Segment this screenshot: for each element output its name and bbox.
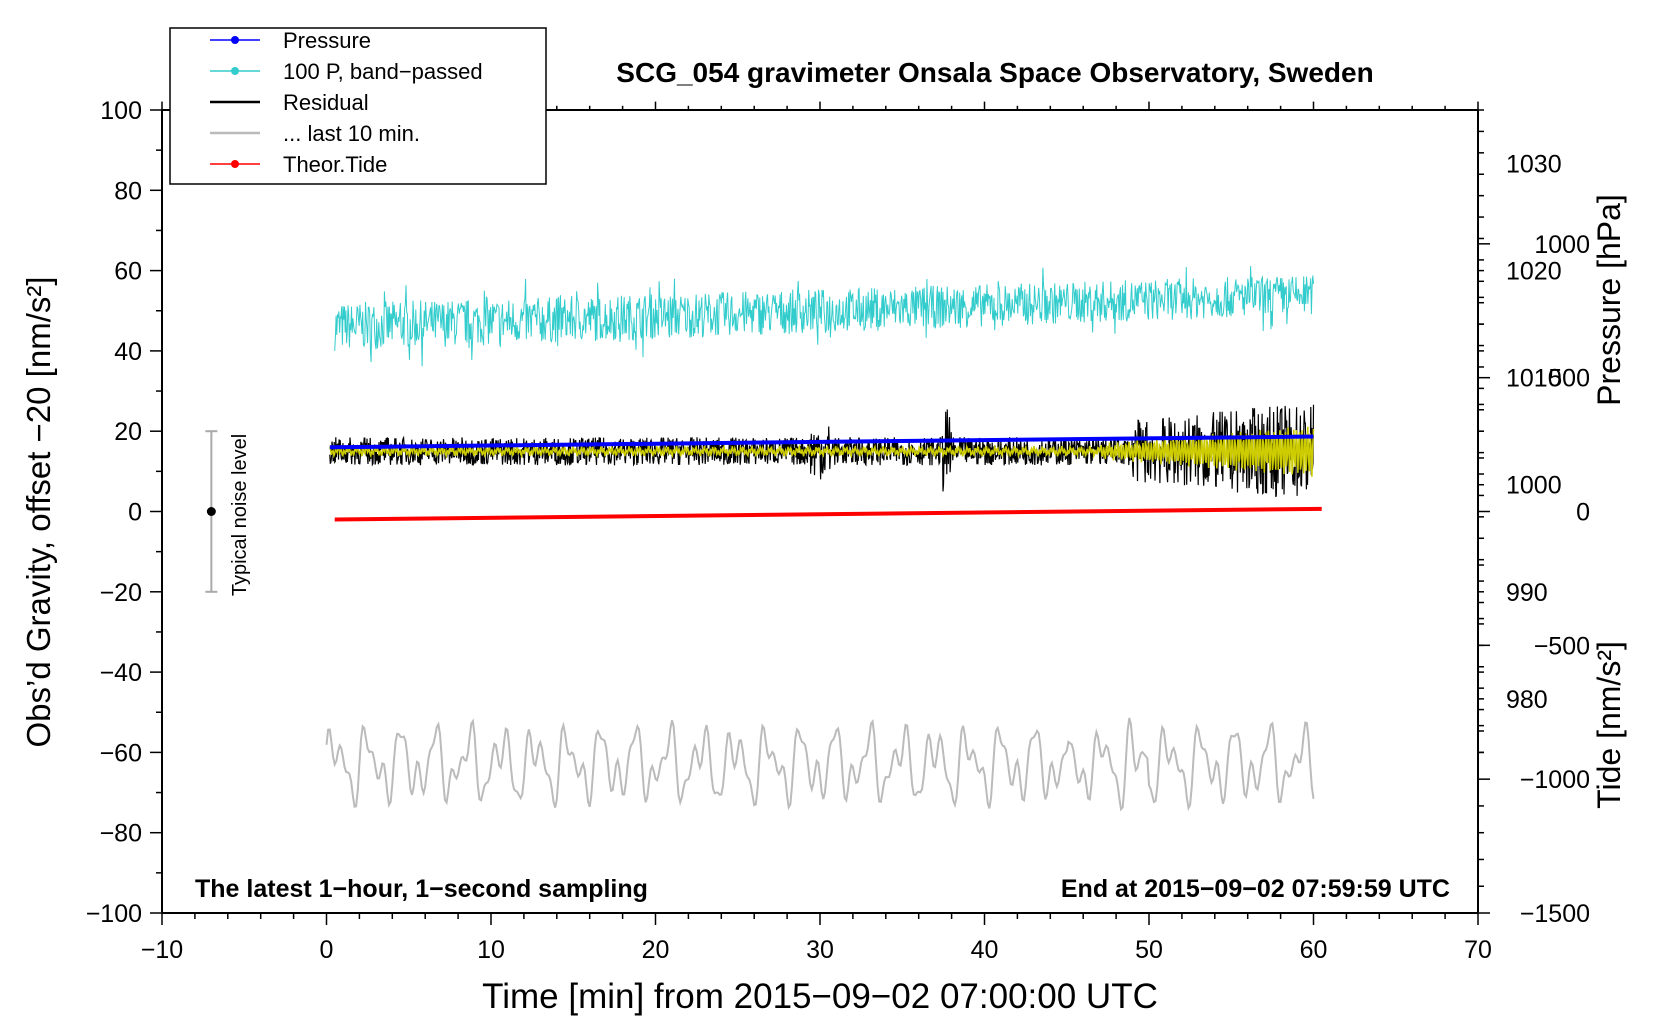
legend-label-tide: Theor.Tide (283, 152, 387, 177)
tide-tick-label: −1000 (1520, 766, 1590, 794)
y-axis-label-pressure: Pressure [hPa] (1591, 194, 1627, 406)
legend-label-pressure: Pressure (283, 28, 371, 53)
x-tick-label: 40 (971, 936, 999, 964)
plot-frame (161, 109, 1479, 914)
x-tick-label: −10 (141, 936, 183, 964)
y-left-tick-label: 100 (100, 97, 142, 125)
series-last-10-min (325, 717, 1315, 812)
tick-group: −10 0 10 20 30 40 50 60 70−100−80−60−40−20020406… (86, 97, 1590, 964)
legend-marker-tide (231, 160, 239, 168)
legend-label-bandpassed: 100 P, band−passed (283, 59, 483, 84)
annotation-end-time: End at 2015−09−02 07:59:59 UTC (1061, 875, 1450, 903)
tide-tick-label: 500 (1548, 365, 1590, 393)
x-tick-label: 20 (642, 936, 670, 964)
y-axis-label-tide: Tide [nm/s²] (1591, 641, 1627, 809)
x-tick-label: 10 (477, 936, 505, 964)
series-theoretical-tide (334, 506, 1322, 522)
legend-marker-bandpassed (231, 67, 239, 75)
series-pressure (329, 434, 1314, 450)
x-tick-label: 30 (806, 936, 834, 964)
series-layer (205, 265, 1322, 812)
tide-tick-label: 0 (1576, 499, 1590, 527)
tide-tick-label: 1000 (1534, 231, 1590, 259)
y-left-tick-label: 80 (114, 177, 142, 205)
y-left-tick-label: −100 (86, 900, 142, 928)
y-left-tick-label: −80 (100, 820, 142, 848)
y-left-tick-label: 60 (114, 258, 142, 286)
legend-entry-last10: ... last 10 min. (210, 121, 420, 146)
y-left-tick-label: 0 (128, 499, 142, 527)
pressure-tick-label: 1030 (1506, 151, 1562, 179)
y-left-tick-label: −20 (100, 579, 142, 607)
legend: Pressure 100 P, band−passed Residual ...… (169, 27, 547, 185)
y-left-tick-label: 40 (114, 338, 142, 366)
series-residual-smoothed (329, 426, 1315, 477)
legend-marker-pressure (231, 36, 239, 44)
x-axis-label: Time [min] from 2015−09−02 07:00:00 UTC (482, 977, 1158, 1016)
x-tick-label: 60 (1300, 936, 1328, 964)
noise-label: Typical noise level (229, 434, 251, 596)
x-tick-label: 70 (1464, 936, 1492, 964)
chart-title: SCG_054 gravimeter Onsala Space Observat… (616, 57, 1373, 88)
legend-label-last10: ... last 10 min. (283, 121, 420, 146)
series-bandpassed-pressure (334, 265, 1314, 367)
x-tick-label: 0 (320, 936, 334, 964)
y-left-tick-label: −40 (100, 659, 142, 687)
tide-tick-label: −1500 (1520, 900, 1590, 928)
pressure-tick-label: 980 (1506, 686, 1548, 714)
pressure-tick-label: 1010 (1506, 365, 1562, 393)
y-axis-label-left: Obs’d Gravity, offset −20 [nm/s²] (20, 276, 57, 747)
pressure-tick-label: 1020 (1506, 258, 1562, 286)
pressure-tick-label: 990 (1506, 579, 1548, 607)
pressure-tick-label: 1000 (1506, 472, 1562, 500)
legend-entry-pressure: Pressure (210, 28, 371, 53)
legend-entry-residual: Residual (210, 90, 369, 115)
tide-tick-label: −500 (1534, 632, 1590, 660)
legend-entry-bandpassed: 100 P, band−passed (210, 59, 483, 84)
legend-label-residual: Residual (283, 90, 369, 115)
y-left-tick-label: 20 (114, 418, 142, 446)
legend-entry-tide: Theor.Tide (210, 152, 387, 177)
annotation-sampling: The latest 1−hour, 1−second sampling (195, 875, 648, 903)
noise-bar-center-dot (206, 507, 216, 516)
x-tick-label: 50 (1135, 936, 1163, 964)
legend-box (169, 27, 547, 185)
y-left-tick-label: −60 (100, 739, 142, 767)
